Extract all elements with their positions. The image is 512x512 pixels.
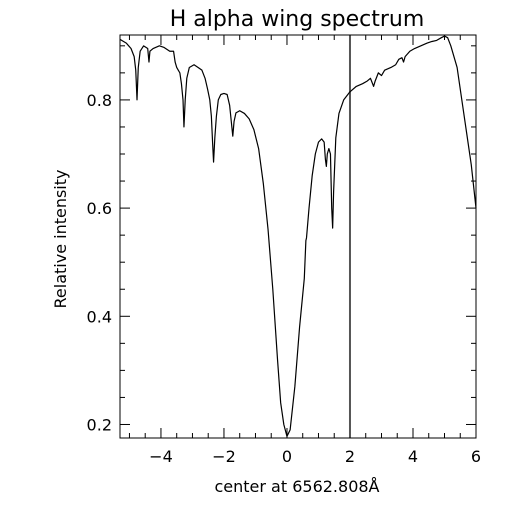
x-tick-label: 4: [408, 447, 418, 466]
y-tick-label: 0.4: [87, 307, 112, 326]
x-tick-label: 2: [345, 447, 355, 466]
y-tick-label: 0.6: [87, 199, 112, 218]
y-axis-label: Relative intensity: [51, 170, 70, 309]
plot-area: [119, 35, 477, 438]
axis-ticks: [120, 35, 477, 438]
x-tick-label: 0: [282, 447, 292, 466]
tick-labels: −4 −2 0 2 4 6 0.2 0.4 0.6 0.8: [87, 91, 482, 466]
plot-frame: [119, 34, 477, 439]
x-axis-title: center at 6562.808Å: [214, 477, 379, 496]
x-axis-label: center at 6562.808Å: [214, 477, 379, 496]
y-axis-title: Relative intensity: [51, 170, 70, 309]
chart-title: H alpha wing spectrum: [170, 7, 425, 32]
x-tick-label: 6: [471, 447, 481, 466]
x-tick-label: −4: [149, 447, 173, 466]
x-tick-label: −2: [212, 447, 236, 466]
spectrum-line: [119, 35, 477, 437]
y-tick-label: 0.2: [87, 415, 112, 434]
y-tick-label: 0.8: [87, 91, 112, 110]
